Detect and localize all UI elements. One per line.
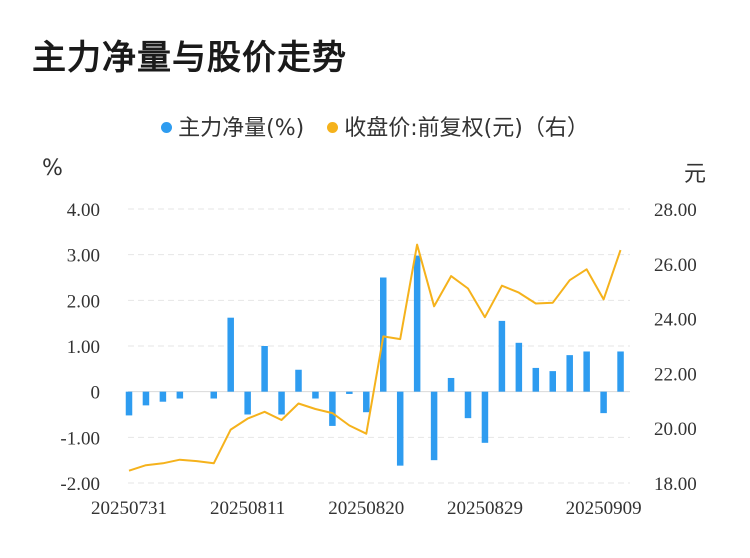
legend-bar-swatch (161, 121, 173, 133)
left-tick-label: 2.00 (67, 291, 100, 312)
bar-net-volume (413, 255, 421, 392)
bar-net-volume (261, 346, 268, 392)
x-tick-label: 20250811 (210, 498, 285, 519)
bar-net-volume (396, 391, 404, 466)
bar-net-volume (312, 391, 319, 399)
legend-line-swatch (327, 121, 339, 133)
bar-net-volume (549, 371, 556, 392)
bar-net-volume (142, 391, 150, 406)
bar-net-volume (583, 351, 590, 392)
left-tick-label: 4.00 (67, 200, 100, 221)
bar-net-volume (600, 391, 607, 414)
x-tick-label: 20250731 (91, 498, 167, 519)
bar-net-volume (329, 391, 336, 426)
legend: 主力净量(%) 收盘价:前复权(元)（右） (0, 110, 750, 142)
bar-net-volume (346, 391, 353, 394)
line-close-price (128, 243, 622, 472)
left-tick-label: 3.00 (67, 246, 100, 267)
bar-net-volume (481, 391, 489, 443)
x-tick-label: 20250909 (566, 498, 642, 519)
bar-net-volume (498, 320, 506, 392)
right-axis-unit: 元 (684, 162, 707, 187)
left-axis-unit: % (42, 156, 63, 181)
legend-label-net-volume: 主力净量(%) (178, 116, 305, 141)
right-tick-label: 28.00 (654, 200, 697, 221)
bar-net-volume (617, 351, 624, 392)
bar-net-volume (159, 391, 167, 402)
legend-label-close-price: 收盘价:前复权(元)（右） (344, 116, 589, 141)
left-tick-label: 0 (91, 383, 101, 404)
bar-net-volume (515, 342, 523, 392)
bar-net-volume (295, 369, 302, 392)
right-tick-label: 20.00 (654, 419, 697, 440)
x-tick-label: 20250829 (447, 498, 523, 519)
bar-net-volume (430, 391, 438, 461)
legend-item-net-volume[interactable]: 主力净量(%) (161, 110, 304, 142)
bar-net-volume (566, 355, 573, 392)
bar-net-volume (380, 277, 387, 392)
bar-net-volume (210, 391, 217, 399)
left-tick-label: -1.00 (60, 428, 100, 449)
chart-title: 主力净量与股价走势 (32, 38, 347, 78)
right-tick-label: 18.00 (654, 474, 697, 495)
bar-net-volume (464, 391, 472, 419)
bar-net-volume (227, 317, 234, 392)
bar-net-volume (125, 391, 133, 416)
left-tick-label: 1.00 (67, 337, 100, 358)
right-tick-label: 24.00 (654, 310, 697, 331)
right-tick-label: 26.00 (654, 255, 697, 276)
bar-net-volume (244, 391, 251, 415)
x-tick-label: 20250820 (328, 498, 404, 519)
bar-net-volume (532, 367, 540, 392)
bar-net-volume (363, 391, 370, 413)
left-tick-label: -2.00 (60, 474, 100, 495)
right-tick-label: 22.00 (654, 364, 697, 385)
bar-net-volume (447, 377, 455, 392)
legend-item-close-price[interactable]: 收盘价:前复权(元)（右） (327, 110, 589, 142)
bar-net-volume (176, 391, 184, 399)
bar-net-volume (278, 391, 285, 415)
